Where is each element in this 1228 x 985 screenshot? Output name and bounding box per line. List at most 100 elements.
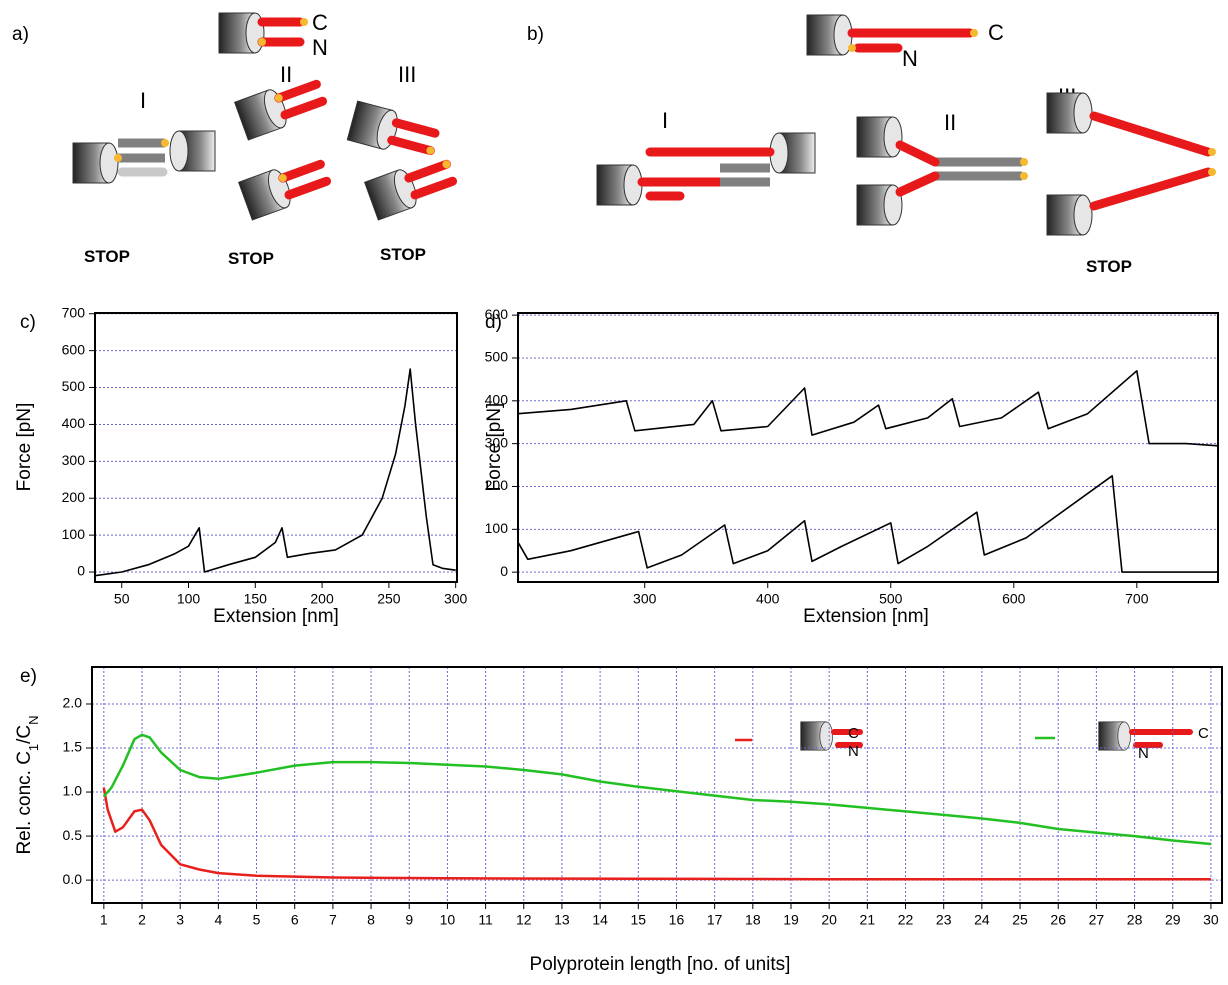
y-tick-label: 0	[77, 563, 85, 579]
y-tick-label: 500	[485, 349, 509, 365]
x-tick-label: 26	[1050, 912, 1066, 928]
y-tick-label: 200	[62, 489, 86, 505]
diagram-a: a) C N I II III STOP STOP STOP	[12, 10, 458, 268]
x-tick-label: 4	[214, 912, 222, 928]
x-tick-label: 19	[783, 912, 799, 928]
stop-label: STOP	[380, 245, 426, 264]
x-tick-label: 29	[1165, 912, 1181, 928]
diagram-b: b) C N I II III STOP	[527, 15, 1216, 276]
panel-label: d)	[485, 312, 502, 333]
x-tick-label: 14	[592, 912, 608, 928]
y-tick-label: 1.5	[63, 739, 83, 755]
plot-frame	[91, 666, 1223, 904]
x-tick-label: 100	[177, 591, 201, 607]
y-axis-title: Rel. conc. C1/CN	[14, 715, 41, 854]
legend-label: C	[1198, 725, 1209, 742]
y-tick-label: 0	[500, 563, 508, 579]
x-tick-label: 500	[879, 591, 903, 607]
x-tick-label: 28	[1127, 912, 1143, 928]
x-tick-label: 200	[310, 591, 334, 607]
x-tick-label: 50	[114, 591, 130, 607]
icon-label: N	[312, 35, 328, 60]
legend-label: N	[848, 743, 859, 760]
y-tick-label: 300	[62, 452, 86, 468]
x-tick-label: 400	[756, 591, 780, 607]
legend-label: N	[1138, 745, 1149, 762]
y-tick-label: 600	[62, 341, 86, 357]
x-tick-label: 16	[669, 912, 685, 928]
y-tick-label: 400	[485, 392, 509, 408]
x-tick-label: 300	[444, 591, 468, 607]
x-tick-label: 27	[1089, 912, 1105, 928]
y-axis-title: Force [pN]	[484, 403, 505, 492]
icon-label: C	[312, 10, 328, 35]
y-axis-title-part: Rel. conc. C	[14, 751, 35, 854]
x-tick-label: 7	[329, 912, 337, 928]
y-tick-label: 100	[62, 526, 86, 542]
y-axis-title-part: N	[26, 715, 41, 724]
x-tick-label: 150	[244, 591, 268, 607]
x-tick-label: 12	[516, 912, 532, 928]
x-tick-label: 9	[405, 912, 413, 928]
legend-label: C	[848, 725, 859, 742]
stage-label: I	[662, 108, 668, 133]
x-tick-label: 13	[554, 912, 570, 928]
x-tick-label: 18	[745, 912, 761, 928]
x-tick-label: 15	[631, 912, 647, 928]
stage-label: II	[280, 62, 292, 87]
data-line	[94, 368, 456, 577]
panel-label: e)	[20, 666, 37, 687]
stage-label: II	[944, 110, 956, 135]
x-tick-label: 20	[821, 912, 837, 928]
x-tick-label: 6	[291, 912, 299, 928]
stage-label: III	[398, 62, 416, 87]
x-axis-title: Extension [nm]	[213, 606, 339, 627]
data-line	[517, 370, 1219, 447]
icon-label: C	[988, 20, 1004, 45]
x-tick-label: 10	[440, 912, 456, 928]
x-axis-title: Extension [nm]	[803, 606, 929, 627]
stage-label: I	[140, 88, 146, 113]
x-tick-label: 600	[1002, 591, 1026, 607]
y-tick-label: 500	[62, 378, 86, 394]
plot-frame	[517, 312, 1219, 583]
x-tick-label: 300	[633, 591, 657, 607]
y-axis-title-part: /C	[14, 725, 35, 744]
x-tick-label: 8	[367, 912, 375, 928]
x-tick-label: 2	[138, 912, 146, 928]
data-line	[102, 787, 1211, 881]
x-tick-label: 21	[860, 912, 876, 928]
y-axis-title: Force [pN]	[14, 403, 35, 492]
panel-label: c)	[20, 312, 36, 333]
x-tick-label: 5	[253, 912, 261, 928]
stop-label: STOP	[1086, 257, 1132, 276]
legend-icons	[800, 721, 1193, 751]
x-tick-label: 250	[377, 591, 401, 607]
panel-label: b)	[527, 24, 544, 45]
panel-label: a)	[12, 24, 29, 45]
y-axis-title-part: 1	[26, 744, 41, 751]
stop-label: STOP	[228, 249, 274, 268]
x-tick-label: 17	[707, 912, 723, 928]
x-tick-label: 25	[1012, 912, 1028, 928]
x-tick-label: 30	[1203, 912, 1219, 928]
x-axis-title: Polyprotein length [no. of units]	[530, 954, 791, 975]
chart: 0 100 200 300 400 500 600 700 50 100 150 200 250 300 c…	[14, 304, 468, 627]
y-tick-label: 200	[485, 477, 509, 493]
x-tick-label: 23	[936, 912, 952, 928]
stop-label: STOP	[84, 247, 130, 266]
y-tick-label: 0.5	[63, 827, 83, 843]
y-tick-label: 0.0	[63, 871, 83, 887]
icon-label: N	[902, 46, 918, 71]
x-tick-label: 24	[974, 912, 990, 928]
y-tick-label: 400	[62, 415, 86, 431]
data-line	[102, 733, 1212, 846]
x-tick-label: 11	[478, 912, 493, 928]
x-tick-label: 700	[1125, 591, 1149, 607]
x-tick-label: 3	[176, 912, 184, 928]
y-tick-label: 1.0	[63, 783, 83, 799]
y-tick-label: 700	[62, 304, 86, 320]
plot-frame	[94, 312, 458, 583]
y-tick-label: 100	[485, 520, 509, 536]
